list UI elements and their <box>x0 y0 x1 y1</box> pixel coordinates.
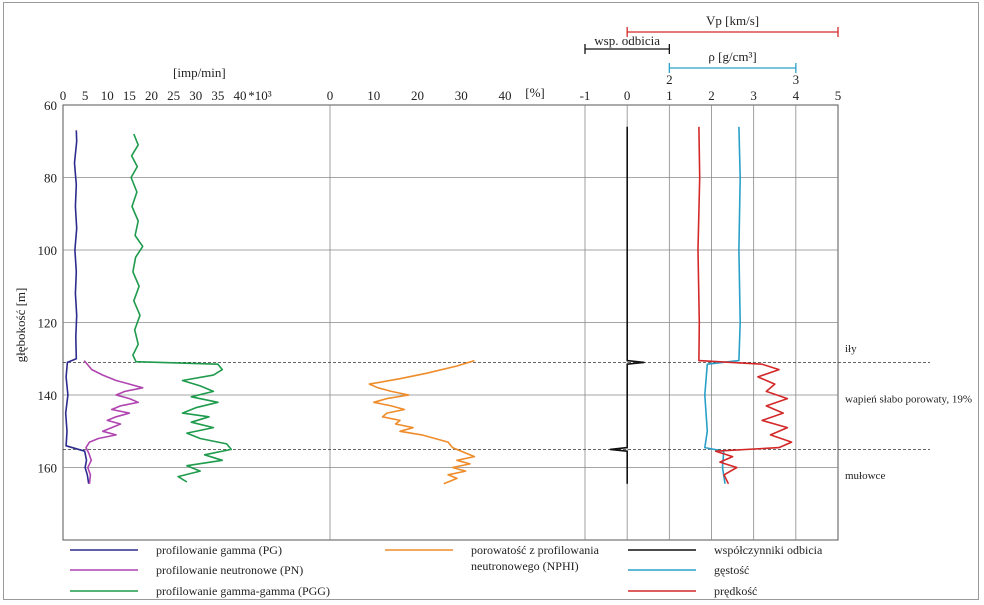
track2-unit-label: [%] <box>525 85 545 100</box>
rho-tick-label: 2 <box>666 72 673 87</box>
depth-tick-label: 80 <box>44 171 57 186</box>
track1-tick-label: 30 <box>189 88 202 103</box>
depth-tick-label: 160 <box>38 461 58 476</box>
wsp-scale-label: wsp. odbicia <box>594 33 660 48</box>
track1-tick-label: 35 <box>211 88 224 103</box>
series-pg-line <box>64 130 90 484</box>
y-axis-label: głębokość [m] <box>13 288 28 363</box>
track3-tick-label: 1 <box>666 88 673 103</box>
legend-label: współczynniki odbicia <box>714 543 823 557</box>
track1-tick-label: 25 <box>167 88 180 103</box>
series-reflection-line <box>609 126 645 484</box>
track1-tick-label: 40 <box>234 88 247 103</box>
track3-tick-label: -1 <box>580 88 591 103</box>
layer-annotation: iły <box>845 343 857 355</box>
track1-tick-label: 0 <box>60 88 67 103</box>
depth-tick-label: 100 <box>38 243 58 258</box>
track2-tick-label: 20 <box>411 88 424 103</box>
legend-label: gęstość <box>714 563 749 577</box>
layer-annotation: wapień słabo porowaty, 19% <box>845 394 972 406</box>
track1-unit-label: [imp/min] <box>173 65 226 80</box>
legend-label: profilowanie gamma-gamma (PGG) <box>156 584 330 598</box>
depth-tick-label: 120 <box>38 316 58 331</box>
track1-tick-label: 20 <box>145 88 158 103</box>
track3-tick-label: 2 <box>708 88 715 103</box>
rho-tick-label: 3 <box>793 72 800 87</box>
legend-label: prędkość <box>714 584 757 598</box>
series-density-line <box>703 126 742 484</box>
legend-label: profilowanie gamma (PG) <box>156 543 282 557</box>
track3-tick-label: 5 <box>835 88 842 103</box>
track2-tick-label: 10 <box>367 88 380 103</box>
track1-tick-label: 5 <box>82 88 89 103</box>
track1-tick-label: 15 <box>123 88 136 103</box>
figure-frame <box>3 2 979 600</box>
vp-scale-label: Vp [km/s] <box>706 13 759 28</box>
series-pn-line <box>83 360 144 484</box>
track3-tick-label: 3 <box>750 88 757 103</box>
depth-tick-label: 140 <box>38 388 58 403</box>
depth-tick-label: 60 <box>44 98 57 113</box>
legend-label: porowatość z profilowania <box>471 543 600 557</box>
series-nphi-line <box>368 359 476 485</box>
track3-tick-label: 4 <box>793 88 800 103</box>
legend-label-line2: neutronowego (NPHI) <box>471 559 579 573</box>
layer-annotation: mułowce <box>845 470 885 482</box>
track1-tick-label: 10 <box>101 88 114 103</box>
track2-tick-label: 30 <box>455 88 468 103</box>
track3-tick-label: 0 <box>624 88 631 103</box>
track1-tick-suffix: *10³ <box>248 88 272 103</box>
series-velocity-line <box>697 126 793 485</box>
legend-label: profilowanie neutronowe (PN) <box>156 563 303 577</box>
rho-scale-label: ρ [g/cm³] <box>708 49 756 64</box>
track2-tick-label: 40 <box>499 88 512 103</box>
track2-tick-label: 0 <box>327 88 334 103</box>
series-pgg-line <box>130 133 232 483</box>
